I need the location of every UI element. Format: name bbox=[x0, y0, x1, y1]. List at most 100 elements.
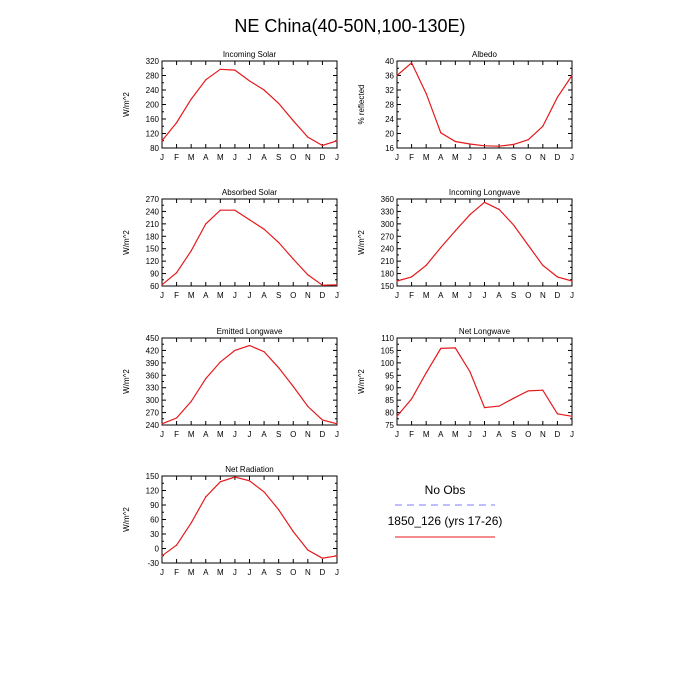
data-point bbox=[321, 557, 324, 559]
x-tick-label: N bbox=[540, 430, 546, 439]
x-tick-label: S bbox=[276, 430, 281, 439]
y-tick-label: 80 bbox=[385, 409, 394, 418]
data-point bbox=[161, 140, 163, 142]
x-tick-label: J bbox=[483, 291, 487, 300]
data-point bbox=[161, 423, 163, 425]
x-tick-label: M bbox=[188, 153, 195, 162]
data-point bbox=[292, 530, 294, 533]
y-axis-label: W/m^2 bbox=[357, 369, 366, 394]
data-point bbox=[205, 496, 207, 498]
y-tick-label: 120 bbox=[146, 257, 160, 266]
y-tick-label: 100 bbox=[381, 359, 395, 368]
x-tick-label: S bbox=[276, 291, 281, 300]
data-point bbox=[440, 246, 442, 249]
x-tick-label: D bbox=[320, 568, 326, 577]
y-tick-label: 270 bbox=[381, 232, 395, 241]
x-tick-label: J bbox=[233, 291, 237, 300]
x-tick-label: J bbox=[468, 291, 472, 300]
y-tick-label: 240 bbox=[146, 207, 160, 216]
data-point bbox=[321, 144, 324, 147]
x-tick-label: A bbox=[203, 430, 209, 439]
y-tick-label: 360 bbox=[381, 195, 395, 204]
x-tick-label: A bbox=[496, 291, 502, 300]
x-tick-label: N bbox=[305, 291, 311, 300]
x-tick-label: S bbox=[276, 153, 281, 162]
plot-frame bbox=[396, 337, 573, 426]
data-point bbox=[396, 74, 398, 77]
data-point bbox=[234, 69, 236, 71]
y-tick-label: 28 bbox=[385, 101, 394, 110]
x-tick-label: J bbox=[335, 430, 339, 439]
panel-absorbed-solar: Absorbed Solar W/m^2 60 90 120 150 180 210 240 27… bbox=[122, 188, 339, 300]
data-point bbox=[307, 274, 309, 276]
data-point bbox=[396, 415, 398, 417]
legend-label-no-obs: No Obs bbox=[425, 483, 466, 497]
data-point bbox=[542, 264, 544, 266]
data-point bbox=[292, 258, 294, 260]
x-tick-label: D bbox=[555, 291, 561, 300]
data-point bbox=[175, 272, 178, 274]
x-tick-label: F bbox=[409, 153, 414, 162]
data-point bbox=[248, 344, 251, 347]
x-tick-label: J bbox=[570, 430, 574, 439]
y-tick-label: 270 bbox=[146, 409, 160, 418]
x-tick-label: N bbox=[540, 153, 546, 162]
x-tick-label: O bbox=[290, 291, 296, 300]
data-point bbox=[219, 68, 221, 70]
x-tick-label: A bbox=[261, 291, 267, 300]
data-point bbox=[469, 370, 471, 373]
figure-title: NE China(40-50N,100-130E) bbox=[234, 16, 465, 36]
x-tick-label: M bbox=[188, 291, 195, 300]
panel-title: Net Longwave bbox=[459, 327, 511, 336]
y-tick-label: 60 bbox=[150, 282, 159, 291]
data-point bbox=[307, 405, 309, 407]
y-tick-label: 150 bbox=[381, 282, 395, 291]
data-point bbox=[336, 284, 338, 286]
x-tick-label: F bbox=[174, 430, 179, 439]
data-point bbox=[410, 398, 413, 400]
x-tick-label: M bbox=[423, 153, 430, 162]
data-point bbox=[292, 385, 294, 388]
data-point bbox=[542, 389, 544, 391]
x-tick-label: J bbox=[160, 568, 164, 577]
y-tick-label: 360 bbox=[146, 371, 160, 380]
series-line bbox=[161, 476, 338, 559]
data-point bbox=[469, 143, 471, 145]
x-tick-label: M bbox=[188, 430, 195, 439]
x-tick-label: J bbox=[335, 291, 339, 300]
y-tick-label: 85 bbox=[385, 396, 394, 405]
y-tick-label: 40 bbox=[385, 57, 394, 66]
data-point bbox=[571, 415, 573, 417]
data-point bbox=[248, 219, 251, 221]
y-tick-label: 330 bbox=[381, 207, 395, 216]
data-point bbox=[542, 125, 544, 127]
x-tick-label: J bbox=[233, 153, 237, 162]
data-point bbox=[161, 284, 163, 286]
data-point bbox=[234, 209, 236, 211]
panel-title: Incoming Longwave bbox=[449, 188, 521, 197]
x-tick-label: N bbox=[540, 291, 546, 300]
y-tick-label: -30 bbox=[147, 559, 159, 568]
y-tick-label: 150 bbox=[146, 472, 160, 481]
x-tick-label: M bbox=[188, 568, 195, 577]
y-tick-label: 240 bbox=[146, 421, 160, 430]
x-tick-label: M bbox=[217, 568, 224, 577]
x-tick-label: J bbox=[248, 568, 252, 577]
panel-title: Incoming Solar bbox=[223, 50, 277, 59]
y-axis-label: W/m^2 bbox=[357, 230, 366, 255]
x-tick-label: J bbox=[233, 430, 237, 439]
data-point bbox=[175, 122, 178, 124]
y-axis-label: W/m^2 bbox=[122, 230, 131, 255]
plot-frame bbox=[396, 198, 573, 287]
x-tick-label: O bbox=[290, 568, 296, 577]
x-tick-label: F bbox=[409, 430, 414, 439]
data-point bbox=[396, 280, 398, 282]
x-tick-label: A bbox=[496, 430, 502, 439]
y-tick-label: 160 bbox=[146, 115, 160, 124]
y-tick-label: 390 bbox=[146, 359, 160, 368]
x-tick-label: M bbox=[423, 291, 430, 300]
data-point bbox=[527, 390, 529, 392]
